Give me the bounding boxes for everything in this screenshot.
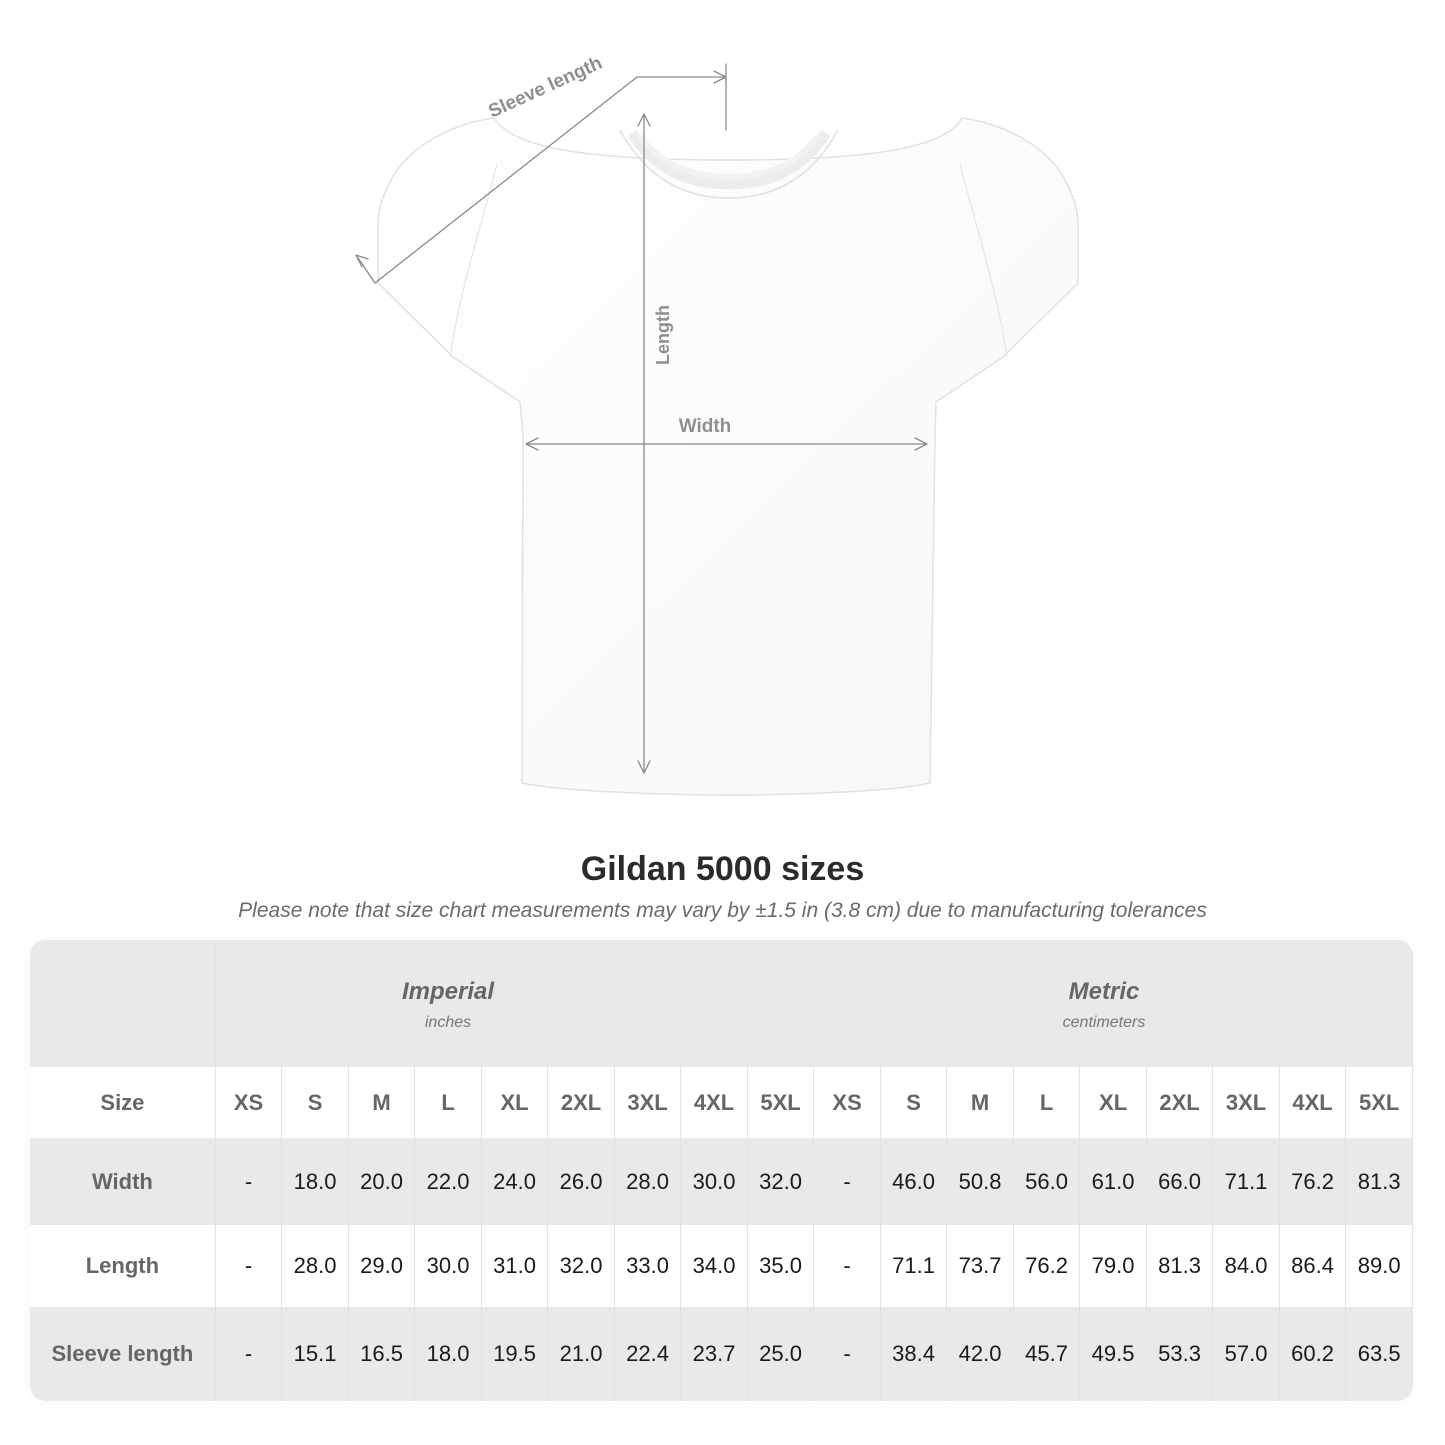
svg-text:Sleeve length: Sleeve length [485,53,605,123]
svg-text:Width: Width [679,416,732,437]
svg-text:Length: Length [653,305,673,365]
